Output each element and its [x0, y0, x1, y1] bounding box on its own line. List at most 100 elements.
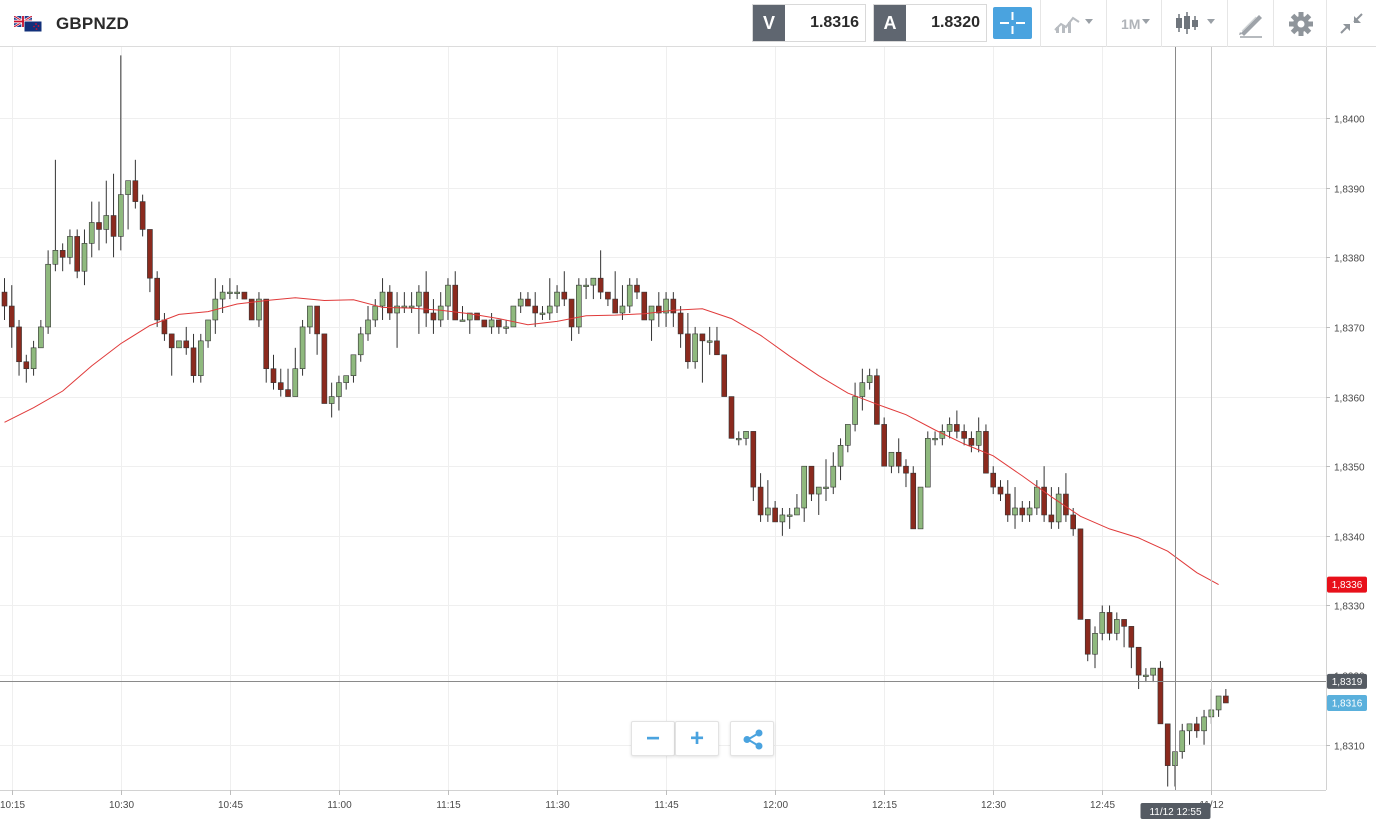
candle — [772, 501, 778, 523]
candle-body-down — [1157, 667, 1164, 725]
interval-label: 1M — [1121, 16, 1141, 32]
nz-flag-icon — [24, 21, 42, 32]
candle-body-up — [81, 243, 88, 272]
candle-body-up — [845, 424, 851, 446]
moving-average-line — [4, 297, 1219, 586]
candle-body-up — [292, 368, 299, 397]
candle-body-down — [154, 277, 160, 321]
candle — [677, 306, 684, 348]
price-chart[interactable]: 1,83101,83201,83301,83401,83501,83601,83… — [0, 47, 1376, 823]
candle-body-up — [1034, 486, 1040, 509]
candle-body-up — [946, 424, 953, 432]
candle-body-up — [859, 382, 866, 397]
crosshair-button[interactable] — [993, 7, 1032, 39]
candle — [408, 292, 415, 314]
collapse-button[interactable] — [1326, 0, 1376, 47]
candle-body-down — [1070, 514, 1076, 530]
candle-body-down — [1077, 528, 1084, 620]
candle-body-down — [699, 333, 706, 342]
candle-body-up — [307, 305, 313, 328]
candle-body-up — [379, 291, 386, 307]
candle — [168, 333, 175, 376]
candle-body-down — [16, 326, 22, 363]
interval-dropdown[interactable]: 1M — [1106, 0, 1161, 47]
candle — [197, 333, 204, 383]
drawing-tools-button[interactable] — [1227, 0, 1273, 47]
candle — [576, 278, 582, 334]
candle — [532, 292, 539, 327]
candle — [1150, 667, 1156, 683]
candle — [1070, 507, 1076, 536]
candle-body-down — [881, 424, 887, 467]
candle-body-down — [1019, 507, 1026, 516]
candle-body-down — [321, 333, 328, 404]
candle-body-down — [612, 298, 618, 314]
candle-body-down — [139, 201, 146, 230]
last-price-label-text: 1,8316 — [1332, 699, 1363, 710]
x-tick-label: 12:15 — [872, 800, 897, 811]
candle — [743, 431, 749, 446]
candle — [1143, 668, 1149, 683]
candle-body-up — [234, 291, 240, 294]
candle-body-up — [1179, 730, 1186, 753]
candle-body-up — [619, 305, 626, 314]
candle-body-up — [445, 284, 451, 307]
candle — [903, 459, 909, 488]
candle-body-up — [394, 305, 400, 314]
candle-body-up — [357, 333, 364, 356]
candle-body-down — [481, 319, 488, 328]
candle-body-up — [546, 305, 553, 314]
candle-body-up — [1172, 751, 1178, 766]
sell-price-button[interactable]: V 1.8316 — [752, 4, 866, 42]
candle-body-up — [459, 319, 466, 322]
candle — [23, 354, 30, 383]
share-button[interactable] — [730, 721, 774, 756]
candle — [1, 278, 8, 320]
candle-body-up — [1055, 493, 1062, 523]
candle-body-up — [219, 291, 226, 300]
candle-body-down — [525, 298, 531, 307]
candle — [874, 368, 880, 425]
candle-body-up — [663, 298, 669, 314]
candle — [1004, 480, 1011, 522]
settings-button[interactable] — [1273, 0, 1326, 47]
zoom-out-button[interactable]: − — [631, 721, 675, 756]
candle-body-down — [997, 486, 1004, 495]
candle — [605, 291, 611, 307]
candle-body-down — [641, 291, 648, 321]
zoom-in-button[interactable]: + — [675, 721, 719, 756]
chart-type-dropdown[interactable] — [1161, 0, 1227, 47]
minus-icon: − — [645, 725, 660, 752]
cursor-price-label-bg — [1327, 673, 1367, 689]
candle — [924, 431, 931, 488]
candle — [59, 243, 66, 272]
candle-body-up — [1012, 507, 1018, 516]
candle-body-up — [1114, 619, 1120, 634]
y-tick-label: 1,8370 — [1334, 324, 1365, 335]
candle-body-up — [176, 340, 182, 349]
y-tick-label: 1,8340 — [1334, 533, 1365, 544]
candle-body-down — [23, 361, 30, 370]
candle-body-down — [605, 291, 611, 300]
candle — [1223, 689, 1229, 704]
candle — [190, 333, 197, 383]
candle — [794, 494, 800, 516]
candle — [1215, 695, 1222, 717]
indicators-button[interactable] — [1040, 0, 1106, 47]
candle — [765, 480, 771, 522]
candle — [699, 333, 706, 383]
candle-body-up — [1150, 667, 1156, 676]
indicators-caret-icon — [1085, 19, 1093, 24]
ma-price-label-bg — [1327, 576, 1367, 593]
candle-body-up — [590, 277, 597, 286]
candle — [554, 285, 560, 314]
candle-body-down — [903, 465, 909, 474]
sell-price: 1.8316 — [810, 14, 859, 31]
candle — [459, 306, 466, 322]
candle-body-up — [735, 438, 742, 441]
candle-body-up — [583, 284, 589, 287]
candle — [517, 292, 524, 314]
buy-price-button[interactable]: A 1.8320 — [873, 4, 987, 42]
candle — [503, 319, 509, 334]
candle — [1019, 501, 1026, 522]
